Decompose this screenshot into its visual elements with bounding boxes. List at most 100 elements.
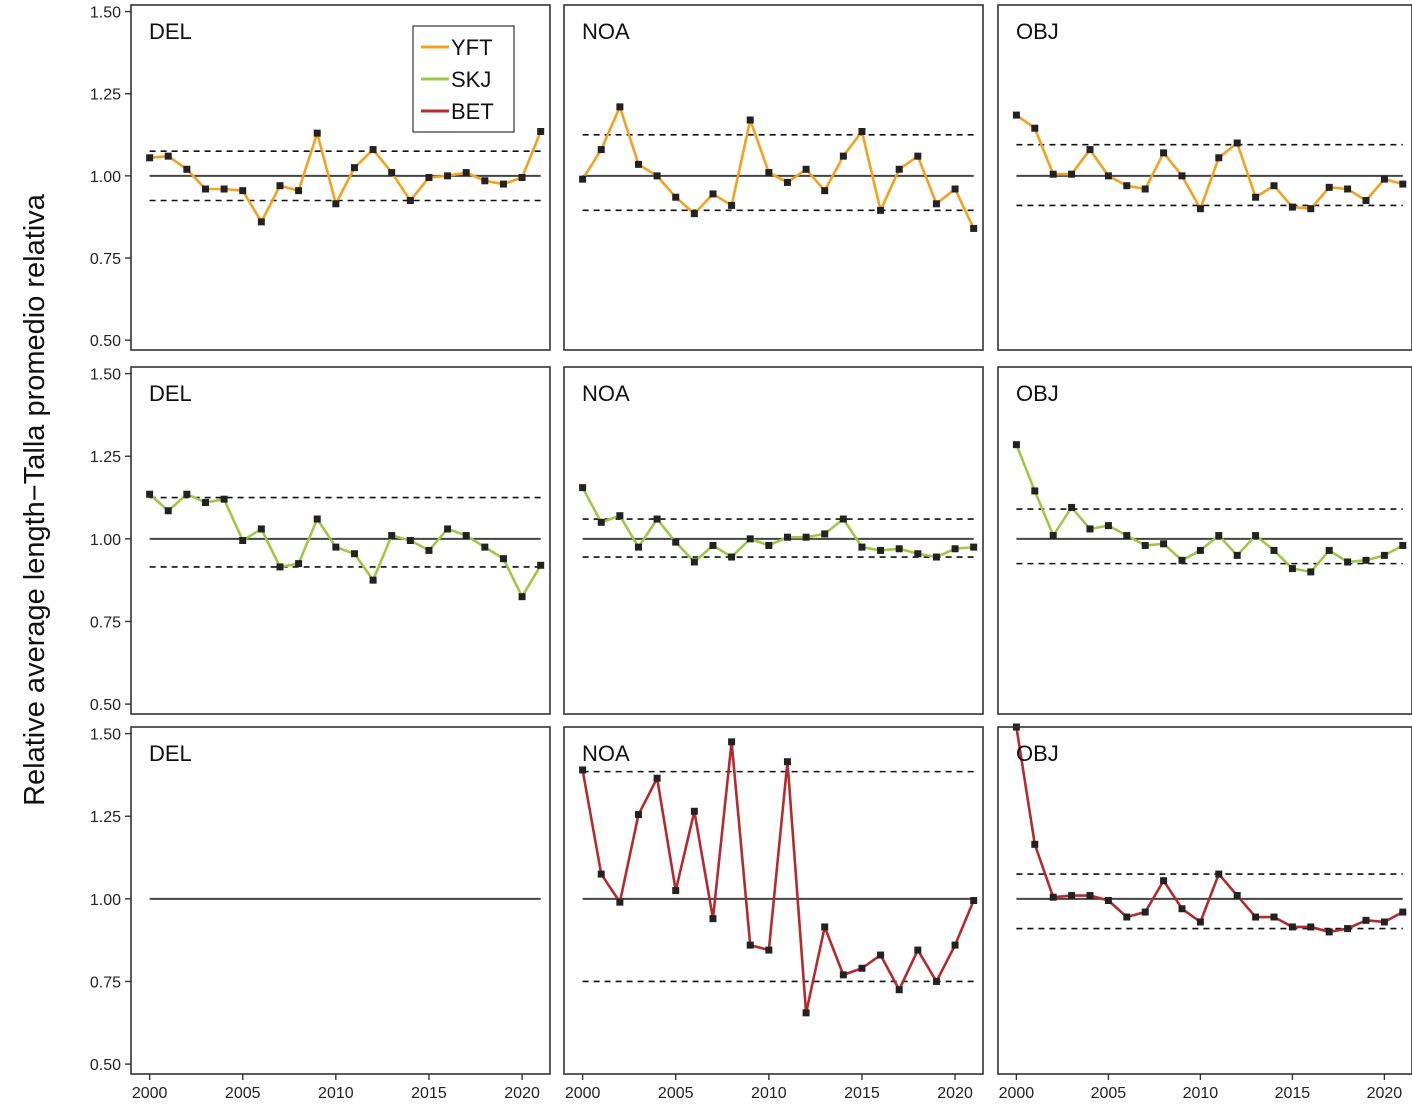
y-tick-label: 1.00 [90, 169, 121, 186]
data-point [1141, 541, 1149, 549]
y-axis-label: Relative average length−Talla promedio r… [19, 193, 51, 806]
data-point [783, 533, 791, 541]
data-point [634, 811, 642, 819]
series-line-bet [1015, 726, 1404, 934]
panel-label: DEL [149, 19, 192, 44]
data-point [1196, 205, 1204, 213]
data-point [728, 738, 736, 746]
data-point [1233, 551, 1241, 559]
data-point [616, 898, 624, 906]
data-point [895, 545, 903, 553]
series-line-bet [581, 740, 975, 1015]
data-point [951, 185, 959, 193]
data-point [839, 515, 847, 523]
data-point [499, 555, 507, 563]
data-point [406, 537, 414, 544]
data-point [932, 977, 940, 985]
data-point [1104, 172, 1112, 180]
panel-frame [130, 366, 551, 715]
data-point [406, 197, 414, 204]
data-point [1270, 182, 1278, 190]
panel-1-2: OBJ [997, 366, 1412, 715]
data-point [1049, 893, 1057, 901]
data-point [783, 178, 791, 186]
data-point [951, 941, 959, 949]
panel-1-1: NOA [563, 366, 984, 715]
data-point [1031, 124, 1039, 132]
series-line-skj [148, 492, 542, 598]
y-tick-label: 0.75 [90, 251, 121, 268]
data-point [369, 146, 377, 154]
data-point [276, 182, 284, 190]
data-point [1215, 154, 1223, 162]
data-point [1288, 923, 1296, 931]
data-point [1031, 487, 1039, 495]
data-point [932, 553, 940, 561]
data-point [1160, 540, 1168, 548]
legend-label-yft: YFT [451, 35, 493, 60]
data-point [690, 558, 698, 566]
data-point [1104, 897, 1112, 904]
panel-label: DEL [149, 381, 192, 406]
data-point [1362, 197, 1370, 204]
data-point [239, 537, 247, 544]
data-point [1215, 532, 1223, 540]
panel-frame [563, 726, 984, 1075]
data-point [1178, 172, 1186, 180]
data-point [746, 941, 754, 949]
data-point [1270, 913, 1278, 921]
data-point [1380, 175, 1388, 183]
y-tick-label: 0.50 [90, 1057, 121, 1074]
data-point [388, 532, 396, 540]
data-point [895, 986, 903, 994]
data-point [597, 146, 605, 154]
data-point [257, 525, 265, 533]
data-point [257, 218, 265, 226]
panel-1-0: DEL [130, 366, 551, 715]
data-point [821, 530, 829, 538]
data-point [1399, 908, 1407, 916]
data-point [1178, 905, 1186, 913]
panel-2-1: NOA [563, 726, 984, 1075]
data-point [914, 550, 922, 558]
data-point [597, 518, 605, 526]
legend-label-bet: BET [451, 99, 494, 124]
data-point [1123, 532, 1131, 540]
data-point [858, 964, 866, 972]
y-tick-label: 1.50 [90, 367, 121, 384]
data-point [332, 543, 340, 551]
data-point [313, 515, 321, 523]
data-point [1049, 170, 1057, 178]
data-point [1049, 532, 1057, 540]
panel-label: NOA [582, 741, 630, 766]
data-point [146, 490, 154, 498]
panel-label: OBJ [1016, 19, 1059, 44]
data-point [1178, 556, 1186, 564]
data-point [1086, 892, 1094, 900]
data-point [746, 116, 754, 124]
data-point [765, 541, 773, 549]
data-point [481, 177, 489, 185]
data-point [164, 152, 172, 160]
data-point [537, 561, 545, 569]
data-point [1399, 180, 1407, 188]
data-point [1104, 522, 1112, 530]
y-tick-label: 1.00 [90, 532, 121, 549]
data-point [821, 187, 829, 195]
data-point [1307, 205, 1315, 213]
data-point [1252, 532, 1260, 540]
data-point [802, 165, 810, 173]
data-point [802, 1009, 810, 1017]
data-point [220, 495, 228, 503]
data-point [1068, 503, 1076, 511]
data-point [1123, 182, 1131, 190]
panel-frame [130, 4, 551, 351]
data-point [672, 538, 680, 546]
x-tick-label: 2000 [999, 1085, 1035, 1102]
data-point [295, 187, 303, 195]
data-point [1233, 139, 1241, 147]
data-point [877, 546, 885, 554]
data-point [1325, 183, 1333, 191]
data-point [350, 550, 358, 558]
panel-frame [130, 726, 551, 1075]
